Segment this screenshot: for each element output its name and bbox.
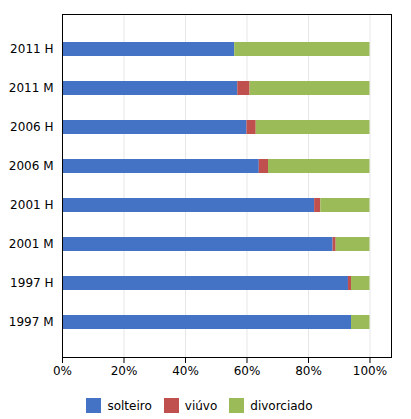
svg-text:20%: 20%	[111, 364, 138, 378]
svg-text:1997 M: 1997 M	[9, 315, 54, 329]
svg-text:60%: 60%	[234, 364, 261, 378]
svg-text:100%: 100%	[353, 364, 387, 378]
svg-text:40%: 40%	[172, 364, 199, 378]
svg-text:2011 H: 2011 H	[10, 42, 53, 56]
svg-text:2001 M: 2001 M	[9, 237, 54, 251]
svg-text:2011 M: 2011 M	[9, 81, 54, 95]
html-text:solteiro: solteiro	[107, 398, 152, 413]
svg-text:2006 M: 2006 M	[9, 159, 54, 173]
svg-text:80%: 80%	[295, 364, 322, 378]
svg-text:2001 H: 2001 H	[10, 198, 53, 212]
svg-text:1997 H: 1997 H	[10, 276, 53, 290]
svg-text:2006 H: 2006 H	[10, 120, 53, 134]
html-text:divorciado: divorciado	[250, 398, 313, 413]
svg-text:0%: 0%	[53, 364, 72, 378]
html-text:viúvo: viúvo	[184, 398, 218, 413]
